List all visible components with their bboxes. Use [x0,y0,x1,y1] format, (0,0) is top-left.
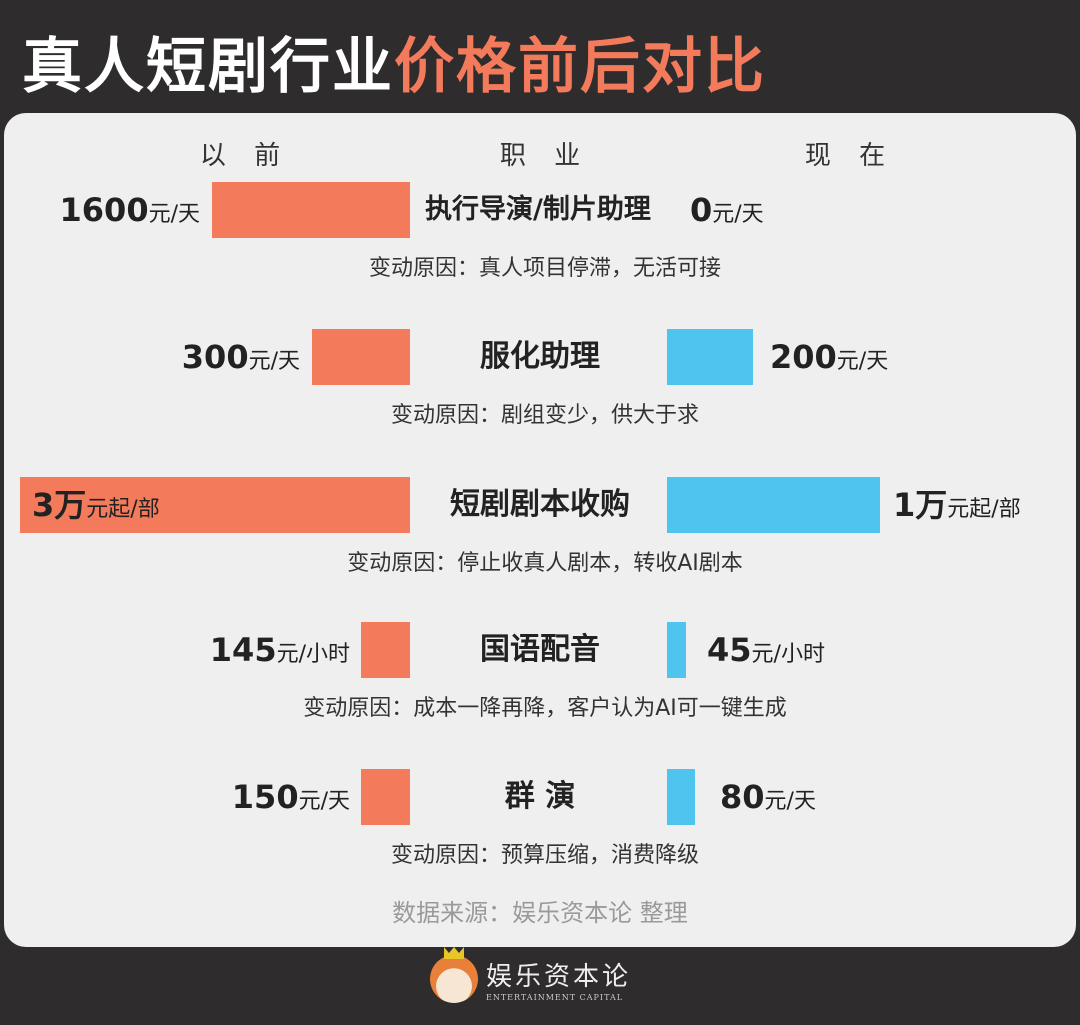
value-before: 1600元/天 [60,182,200,243]
job-label: 群 演 [504,779,576,814]
value-before: 300元/天 [182,329,300,390]
logo-cn: 娱乐资本论 [486,962,632,992]
page-title: 真人短剧行业价格前后对比 [22,18,766,105]
value-before-num: 300 [181,338,249,376]
value-before-unit: 元/天 [148,202,200,227]
value-after: 0元/天 [690,182,764,243]
bar-before [312,329,410,385]
bar-before [20,477,410,533]
value-after-num: 200 [770,338,837,376]
bar-after [667,329,753,385]
job-label: 执行导演/制片助理 [425,194,651,225]
value-after-unit: 元/天 [712,202,764,227]
value-before: 3万元起/部 [32,477,160,538]
header-before: 以 前 [199,141,291,171]
value-before-num: 145 [209,631,277,669]
value-after: 80元/天 [720,769,816,830]
value-after-unit: 元起/部 [947,497,1021,522]
value-before-num: 1600 [59,191,149,229]
value-after-num: 1万 [893,486,948,524]
value-before: 150元/天 [232,769,350,830]
bar-after [667,769,695,825]
value-before-unit: 元/天 [298,789,350,814]
header-after: 现 在 [804,141,896,171]
change-reason: 变动原因：预算压缩，消费降级 [390,843,700,868]
logo-en: ENTERTAINMENT CAPITAL [486,993,624,1002]
bar-before [361,622,410,678]
change-reason: 变动原因：剧组变少，供大于求 [390,403,700,428]
crown-icon [444,947,464,959]
job-label: 服化助理 [480,339,600,374]
value-before-unit: 元起/部 [86,497,160,522]
bar-before [212,182,410,238]
value-after: 45元/小时 [707,622,825,683]
value-before: 145元/小时 [210,622,350,683]
value-after-num: 0 [690,191,713,229]
value-after-num: 80 [720,778,765,816]
bar-before [361,769,410,825]
value-after: 200元/天 [770,329,888,390]
change-reason: 变动原因：停止收真人剧本，转收AI剧本 [347,551,743,576]
value-after-num: 45 [707,631,752,669]
header-job: 职 业 [499,141,591,171]
data-source: 数据来源：娱乐资本论 整理 [392,899,688,927]
value-after-unit: 元/天 [836,349,889,374]
title-white: 真人短剧行业 [22,32,394,102]
change-reason: 变动原因：真人项目停滞，无活可接 [368,256,722,281]
value-after-unit: 元/小时 [751,642,825,667]
change-reason: 变动原因：成本一降再降，客户认为AI可一键生成 [303,696,787,721]
value-after: 1万元起/部 [893,477,1021,538]
job-label: 短剧剧本收购 [450,487,630,522]
bar-after [667,622,686,678]
mascot-icon [430,947,478,1003]
bar-after [667,477,880,533]
value-before-num: 3万 [32,486,87,524]
value-before-num: 150 [231,778,299,816]
value-before-unit: 元/小时 [276,642,350,667]
logo: 娱乐资本论 ENTERTAINMENT CAPITAL [430,947,632,1003]
value-after-unit: 元/天 [764,789,816,814]
job-label: 国语配音 [480,632,600,667]
title-orange: 价格前后对比 [394,32,766,102]
value-before-unit: 元/天 [248,349,300,374]
